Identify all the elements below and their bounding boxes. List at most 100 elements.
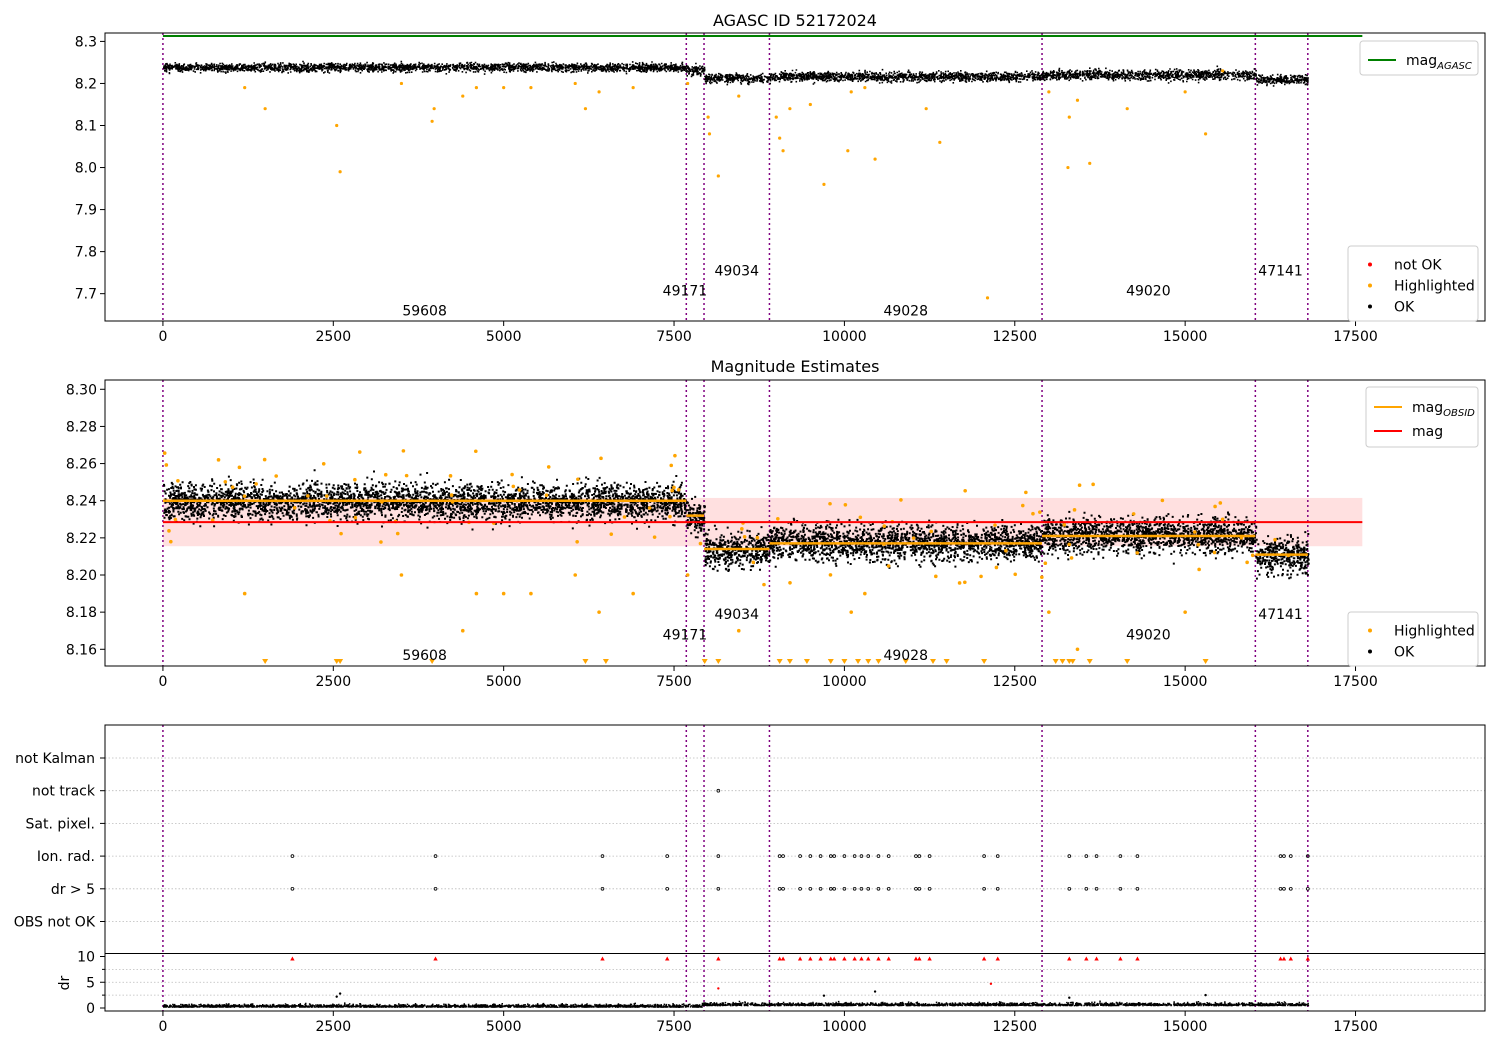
flag-event	[995, 886, 1000, 891]
flag-event	[1135, 886, 1140, 891]
flag-event	[828, 854, 833, 858]
highlighted-point	[622, 515, 627, 519]
flag-event	[876, 886, 881, 891]
highlighted-point	[994, 565, 999, 570]
highlighted-point	[461, 94, 465, 98]
offscale-marker	[841, 659, 848, 664]
highlighted-point	[957, 581, 962, 585]
panel3-frame	[104, 724, 1486, 1012]
panel1-axes: 7.7 7.8 7.9 8.0 8.1 8.2 8.3 0 2500 5000 7500 10000 1…	[75, 34, 1378, 345]
highlighted-point	[1072, 508, 1077, 512]
dr-clipped-marker	[777, 956, 782, 961]
x-tick-label: 17500	[1333, 674, 1378, 690]
offscale-marker	[715, 659, 722, 664]
highlighted-point	[776, 517, 780, 521]
legend-frame	[1359, 40, 1479, 76]
highlighted-point	[938, 140, 942, 144]
obsid-label: 49020	[1126, 283, 1171, 299]
highlighted-point	[1066, 165, 1070, 170]
x-tick-label: 0	[158, 674, 167, 690]
highlighted-point	[911, 536, 916, 540]
highlighted-point	[164, 463, 169, 467]
highlighted-point	[698, 541, 703, 546]
flag-event	[914, 886, 918, 891]
offscale-marker	[875, 659, 882, 664]
dr-clipped-marker	[818, 956, 823, 961]
panel1-background	[162, 33, 1363, 321]
y-tick-label: 8.20	[66, 568, 97, 584]
dr-outlier	[873, 990, 877, 993]
legend-subscript: AGASC	[1436, 61, 1472, 72]
ok-points	[163, 469, 1310, 580]
panel-flags: 0 2500 5000 7500 10000 12500 15000 17500 not Kal…	[14, 724, 1486, 1035]
legend-label: Highlighted	[1394, 279, 1475, 295]
highlighted-point	[873, 157, 877, 161]
flag-event	[917, 854, 922, 858]
highlighted-point	[736, 628, 741, 633]
highlighted-point	[167, 529, 171, 533]
highlighted-point	[502, 86, 506, 90]
offscale-marker	[902, 659, 909, 664]
highlighted-point	[1218, 501, 1223, 505]
highlighted-point	[1091, 482, 1095, 487]
dr-clipped-marker	[981, 956, 987, 961]
dr-clipped-marker	[780, 956, 786, 961]
flag-event	[1118, 886, 1123, 891]
highlighted-point	[432, 107, 436, 111]
highlighted-point	[1088, 161, 1092, 165]
highlighted-point	[899, 498, 903, 502]
offscale-marker	[1124, 659, 1131, 664]
dr-outlier	[822, 994, 826, 997]
highlighted-point	[597, 610, 601, 614]
flag-event	[982, 854, 986, 858]
flag-event	[665, 854, 670, 858]
dr-clipped-marker	[828, 956, 833, 961]
highlighted-point	[1067, 542, 1072, 547]
highlighted-point	[176, 478, 180, 483]
flag-row-label: Sat. pixel.	[26, 816, 95, 832]
offscale-marker	[1052, 659, 1059, 664]
y-tick-label: 8.18	[66, 605, 97, 621]
dr-outlier	[717, 987, 720, 990]
flag-event	[1067, 886, 1072, 891]
dr-clipped-marker	[927, 956, 932, 961]
highlighted-point	[575, 540, 579, 544]
highlighted-point	[706, 115, 710, 119]
highlighted-point	[1069, 556, 1074, 560]
flag-event	[832, 886, 836, 891]
highlighted-point	[242, 494, 247, 498]
highlighted-point	[448, 474, 453, 478]
x-tick-label: 5000	[486, 329, 522, 345]
dr-clipped-marker	[1288, 956, 1293, 961]
flag-event	[842, 886, 847, 891]
flag-event	[927, 886, 932, 891]
dr-clipped-marker	[808, 956, 813, 961]
panel3-axes: 0 2500 5000 7500 10000 12500 15000 17500 not Kal…	[14, 751, 1378, 1035]
highlighted-point	[474, 86, 479, 90]
highlighted-point	[668, 514, 672, 519]
flag-event	[917, 886, 922, 891]
highlighted-point	[529, 591, 533, 596]
offscale-marker	[1059, 659, 1066, 664]
highlighted-point	[511, 484, 516, 489]
panel-magnitude-estimates: Magnitude Estimates 8.16 8.18 8.20 8.22 8.24…	[66, 357, 1486, 690]
highlighted-point	[993, 523, 997, 527]
flag-event	[982, 886, 986, 891]
highlighted-point	[1062, 523, 1067, 527]
highlighted-point	[1067, 115, 1071, 119]
highlighted-point	[882, 524, 887, 528]
x-tick-label: 15000	[1163, 1019, 1208, 1035]
highlighted-point	[324, 494, 329, 498]
highlighted-point	[1196, 542, 1201, 547]
flag-event	[781, 886, 785, 891]
flag-event	[1288, 886, 1293, 891]
highlighted-point	[609, 532, 614, 536]
highlighted-point	[449, 493, 454, 497]
highlighted-point	[778, 136, 782, 140]
dr-clipped-marker	[1084, 956, 1089, 961]
flag-row-label: Ion. rad.	[37, 849, 95, 865]
offscale-marker	[803, 659, 810, 664]
flag-event	[777, 886, 782, 891]
obsid-label: 49028	[883, 303, 928, 319]
